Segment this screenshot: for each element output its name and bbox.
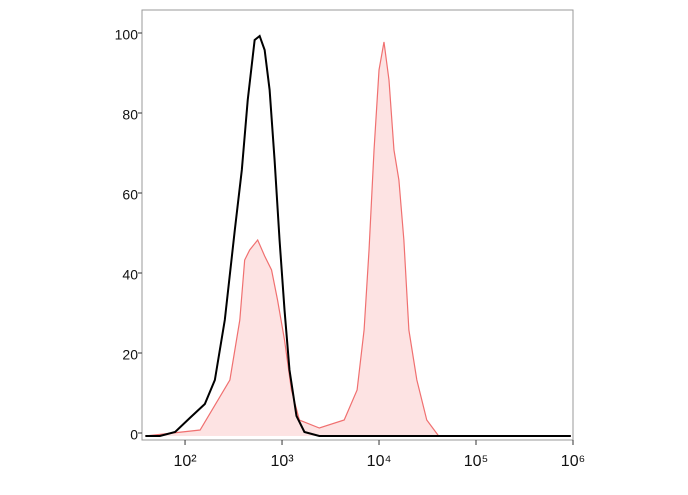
y-tick-label: 40 <box>122 267 138 283</box>
y-tick-label: 60 <box>122 187 138 203</box>
area-fill <box>145 42 571 436</box>
x-tick-label: 10⁵ <box>464 453 488 470</box>
y-tick-label: 100 <box>115 27 139 43</box>
y-tick-label: 80 <box>122 107 138 123</box>
x-tick-label: 10³ <box>270 453 294 470</box>
x-tick-label: 10² <box>173 453 197 470</box>
x-tick-label: 10⁶ <box>561 453 585 470</box>
y-tick-label: 0 <box>130 427 138 443</box>
x-tick-label: 10⁴ <box>367 453 392 470</box>
line <box>145 34 571 437</box>
y-tick-label: 20 <box>122 347 138 363</box>
plot-frame <box>141 9 574 441</box>
area-outline <box>145 41 571 437</box>
